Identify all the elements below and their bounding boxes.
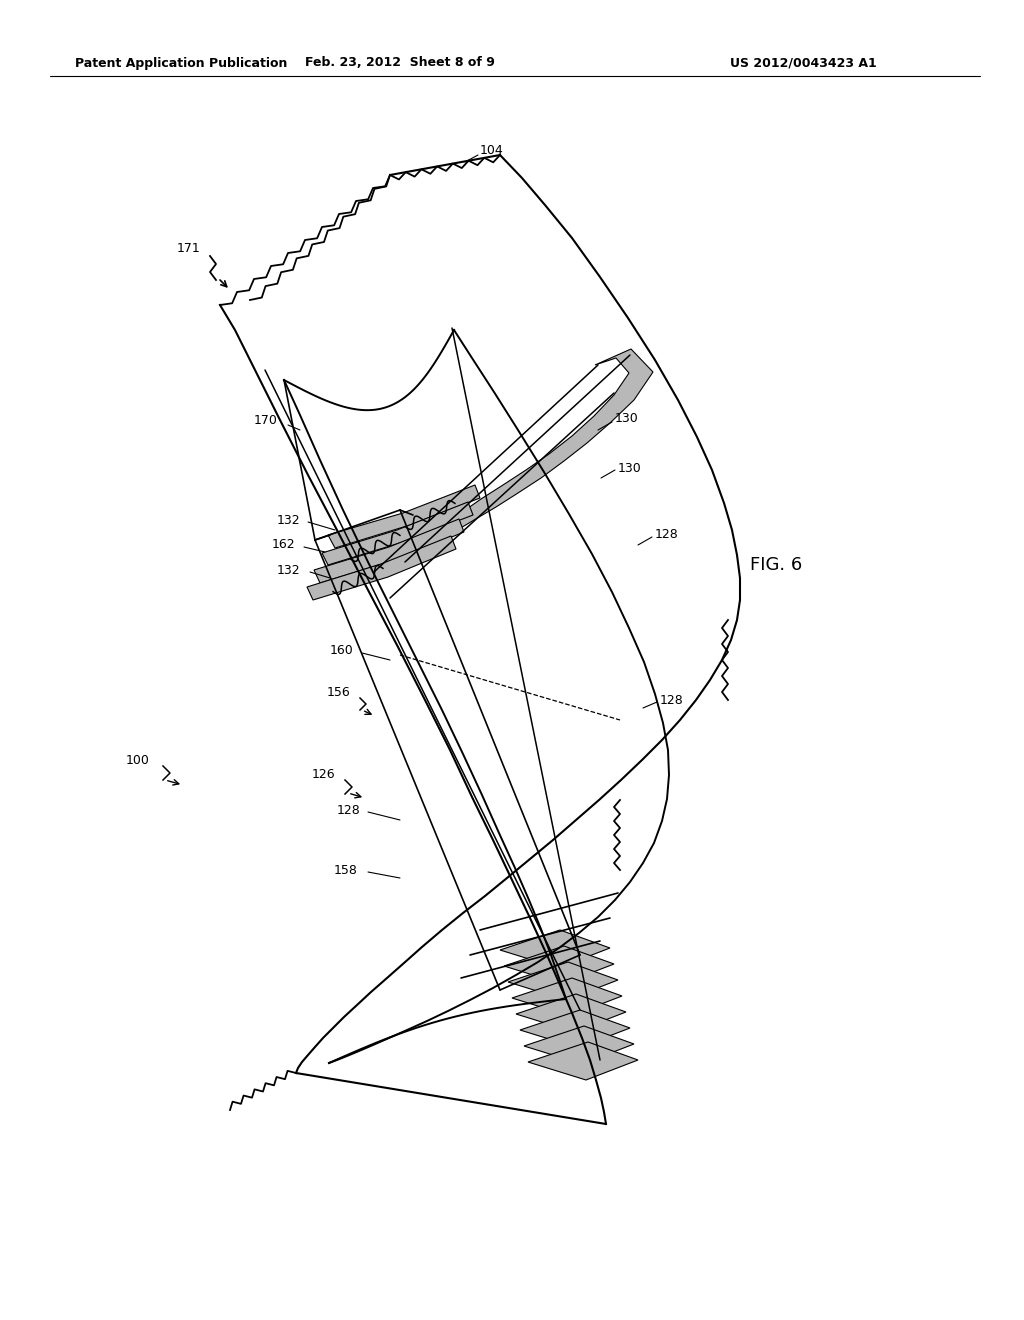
Text: 128: 128 (655, 528, 679, 541)
Text: 128: 128 (336, 804, 360, 817)
Polygon shape (500, 931, 610, 968)
Polygon shape (520, 1010, 630, 1048)
Text: 130: 130 (615, 412, 639, 425)
Text: 162: 162 (271, 539, 295, 552)
Polygon shape (504, 946, 614, 983)
Text: US 2012/0043423 A1: US 2012/0043423 A1 (730, 57, 877, 70)
Polygon shape (314, 519, 464, 583)
Text: 132: 132 (276, 513, 300, 527)
Text: 132: 132 (276, 564, 300, 577)
Polygon shape (524, 1026, 634, 1064)
Text: FIG. 6: FIG. 6 (750, 556, 802, 574)
Polygon shape (374, 348, 653, 572)
Polygon shape (512, 978, 622, 1016)
Polygon shape (508, 962, 618, 1001)
Text: 170: 170 (254, 413, 278, 426)
Polygon shape (322, 502, 473, 565)
Polygon shape (516, 994, 626, 1032)
Polygon shape (528, 1041, 638, 1080)
Text: 156: 156 (327, 686, 350, 700)
Text: Feb. 23, 2012  Sheet 8 of 9: Feb. 23, 2012 Sheet 8 of 9 (305, 57, 495, 70)
Text: 171: 171 (176, 242, 200, 255)
Polygon shape (328, 484, 480, 548)
Text: 130: 130 (618, 462, 642, 474)
Text: 100: 100 (126, 754, 150, 767)
Polygon shape (307, 536, 456, 601)
Text: 160: 160 (330, 644, 353, 656)
Text: 104: 104 (480, 144, 504, 157)
Text: Patent Application Publication: Patent Application Publication (75, 57, 288, 70)
Text: 158: 158 (334, 863, 358, 876)
Text: 126: 126 (311, 768, 335, 781)
Text: 128: 128 (660, 693, 684, 706)
